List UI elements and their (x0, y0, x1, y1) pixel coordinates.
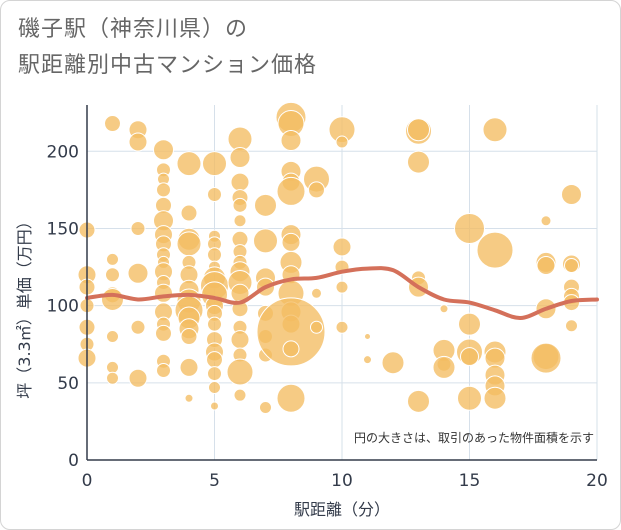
y-axis-label: 坪（3.3㎡）単価（万円） (15, 213, 34, 398)
data-point (207, 316, 222, 332)
trend-line (85, 266, 599, 320)
data-point (207, 366, 222, 382)
size-annotation: 円の大きさは、取引のあった物件面積を示す (354, 430, 594, 445)
data-point (282, 340, 300, 358)
data-point (207, 187, 222, 203)
data-point (105, 267, 120, 283)
data-point (482, 117, 508, 143)
x-tick-label: 20 (586, 471, 608, 491)
data-point (179, 357, 199, 377)
data-point (457, 385, 482, 411)
data-point (564, 258, 579, 274)
data-point (180, 204, 198, 222)
data-point (256, 297, 326, 367)
data-point (176, 231, 202, 257)
chart-title-line2: 駅距離別中古マンション価格 (18, 53, 318, 78)
data-point (407, 150, 430, 174)
data-point (229, 146, 251, 168)
axes (86, 105, 597, 461)
y-tick-label: 150 (47, 219, 79, 239)
data-point (226, 358, 254, 386)
data-point (230, 172, 250, 192)
data-point (233, 214, 247, 228)
data-point (154, 283, 173, 303)
data-point (311, 287, 322, 299)
y-tick-label: 0 (68, 451, 79, 471)
data-point (208, 380, 221, 394)
x-tick-label: 15 (459, 471, 481, 491)
data-point (561, 184, 582, 206)
data-point (335, 280, 349, 294)
data-point (128, 132, 148, 152)
data-point (210, 401, 219, 411)
data-point (128, 368, 148, 388)
bubble-series (77, 101, 582, 415)
data-point (155, 324, 172, 342)
data-point (335, 320, 349, 334)
data-point (458, 312, 481, 336)
data-point (180, 328, 198, 346)
data-point (407, 389, 430, 413)
data-point (127, 262, 149, 284)
data-point (310, 320, 323, 334)
data-point (276, 176, 306, 206)
data-point (254, 193, 277, 217)
data-point (540, 215, 552, 227)
x-tick-label: 0 (82, 471, 93, 491)
data-point (483, 386, 507, 410)
data-point (106, 330, 119, 344)
data-point (335, 135, 349, 149)
data-point (184, 393, 194, 403)
data-point (232, 197, 248, 213)
data-point (565, 319, 578, 333)
y-tick-label: 200 (47, 142, 79, 162)
chart-title-line1: 磯子駅（神奈川県）の (18, 17, 249, 42)
data-point (230, 330, 250, 350)
data-point (281, 232, 301, 252)
data-point (153, 139, 174, 161)
data-point (101, 287, 124, 311)
data-point (156, 182, 171, 198)
data-point (233, 388, 247, 402)
data-point (476, 231, 514, 269)
data-point (439, 304, 449, 314)
data-point (130, 220, 146, 236)
data-point (207, 247, 222, 263)
data-point (106, 252, 119, 266)
data-point (432, 355, 456, 379)
data-point (104, 115, 121, 133)
data-point (276, 383, 306, 413)
chart-title: 磯子駅（神奈川県）の 駅距離別中古マンション価格 (18, 12, 317, 84)
data-point (206, 351, 223, 369)
x-tick-label: 10 (331, 471, 353, 491)
data-point (308, 181, 325, 199)
data-point (106, 371, 119, 385)
data-point (407, 118, 430, 142)
data-point (202, 151, 227, 177)
data-point (381, 351, 405, 375)
data-point (253, 228, 278, 254)
data-point (156, 362, 171, 378)
data-point (130, 319, 146, 335)
data-point (363, 355, 372, 365)
data-point (364, 333, 371, 341)
data-point (106, 360, 119, 374)
x-axis-label: 駅距離（分） (294, 500, 390, 519)
data-point (530, 342, 562, 374)
trend-series (85, 266, 599, 320)
y-tick-label: 50 (57, 374, 79, 394)
y-tick-label: 100 (47, 297, 79, 317)
data-point (280, 130, 302, 151)
data-point (536, 256, 556, 276)
x-tick-label: 5 (209, 471, 220, 491)
data-point (460, 347, 479, 367)
data-point (176, 151, 202, 177)
data-point (454, 212, 485, 244)
data-point (259, 401, 272, 415)
data-point (332, 237, 352, 257)
